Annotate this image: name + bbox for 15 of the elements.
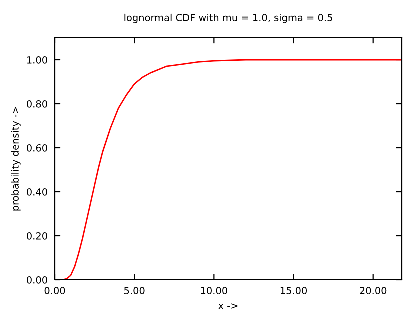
chart-title: lognormal CDF with mu = 1.0, sigma = 0.5 bbox=[124, 14, 332, 24]
x-tick-label: 10.00 bbox=[201, 287, 228, 294]
x-tick-label: 0.00 bbox=[44, 287, 66, 294]
y-tick-label: 0.20 bbox=[27, 232, 48, 240]
y-tick-label: 0.00 bbox=[27, 276, 48, 284]
y-axis-title: probability density -> bbox=[11, 107, 21, 211]
y-tick-label: 0.60 bbox=[27, 144, 48, 152]
y-tick-label: 1.00 bbox=[27, 56, 48, 64]
y-tick-label: 0.40 bbox=[27, 188, 48, 196]
x-tick-label: 20.00 bbox=[360, 287, 387, 294]
x-axis-title: x -> bbox=[218, 304, 238, 310]
y-tick-label: 0.80 bbox=[27, 100, 48, 108]
x-tick-label: 15.00 bbox=[280, 287, 308, 294]
x-tick-label: 5.00 bbox=[124, 287, 145, 294]
line-series bbox=[62, 59, 402, 280]
